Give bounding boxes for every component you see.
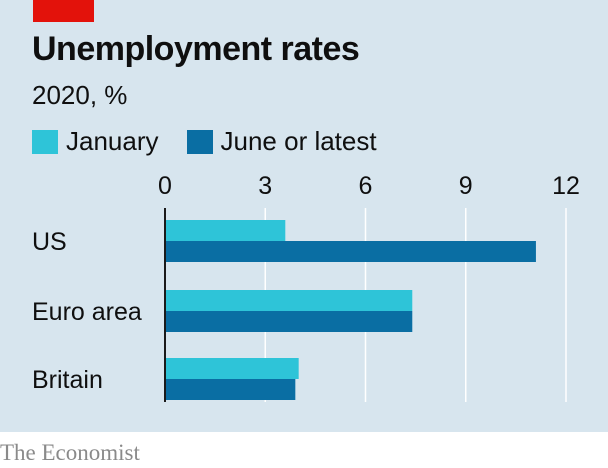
tick-label-3: 3	[258, 172, 272, 200]
bar-chart: 0 3 6 9 12 US Euro area Britain	[32, 172, 580, 402]
legend-item-january: January	[32, 126, 159, 157]
bar-us-january	[165, 220, 286, 241]
category-label-euro-area: Euro area	[32, 298, 142, 326]
chart-title: Unemployment rates	[32, 30, 360, 68]
bar-britain-january	[165, 358, 299, 379]
bar-britain-june	[165, 379, 296, 400]
legend-swatch-january	[32, 129, 58, 154]
bar-us-june	[165, 241, 536, 262]
chart-panel: Unemployment rates 2020, % January June …	[0, 0, 608, 432]
source-credit: The Economist	[0, 440, 140, 465]
tick-label-6: 6	[359, 172, 373, 200]
legend: January June or latest	[32, 126, 405, 157]
tick-label-12: 12	[552, 172, 580, 200]
tick-label-0: 0	[158, 172, 172, 200]
bar-euro-area-june	[165, 311, 413, 332]
legend-label-january: January	[66, 126, 159, 156]
legend-label-june: June or latest	[220, 126, 377, 156]
legend-item-june: June or latest	[186, 126, 377, 157]
category-label-britain: Britain	[32, 366, 103, 394]
chart-subtitle: 2020, %	[32, 80, 128, 110]
bar-euro-area-january	[165, 290, 413, 311]
category-label-us: US	[32, 228, 67, 256]
legend-swatch-june	[186, 129, 213, 154]
brand-tag	[33, 0, 94, 22]
tick-label-9: 9	[459, 172, 473, 200]
